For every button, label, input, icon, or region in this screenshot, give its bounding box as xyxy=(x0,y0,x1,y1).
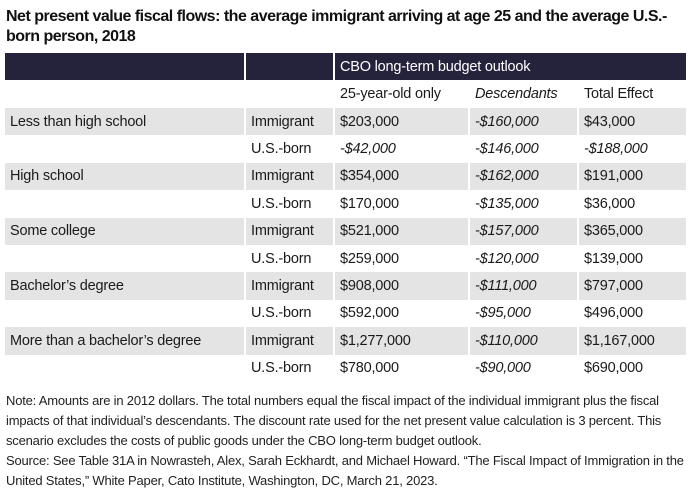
only-cell: $592,000 xyxy=(335,299,468,328)
group-cell: Immigrant xyxy=(246,272,333,300)
header-blank-cell xyxy=(5,53,244,80)
education-cell xyxy=(5,135,244,163)
group-cell: Immigrant xyxy=(246,108,333,136)
only-cell: $521,000 xyxy=(335,217,468,245)
descendants-cell: -$90,000 xyxy=(470,354,577,382)
descendants-cell: -$157,000 xyxy=(470,217,577,245)
column-header-descendants: Descendants xyxy=(470,80,577,108)
education-cell: More than a bachelor’s degree xyxy=(5,327,244,355)
group-cell: U.S.-born xyxy=(246,354,333,382)
total-cell: $43,000 xyxy=(579,108,686,136)
education-cell: Less than high school xyxy=(5,108,244,136)
table-notes: Note: Amounts are in 2012 dollars. The t… xyxy=(6,391,696,491)
group-cell: U.S.-born xyxy=(246,190,333,218)
subheader-blank-cell xyxy=(5,80,244,108)
only-cell: $1,277,000 xyxy=(335,327,468,355)
total-cell: $191,000 xyxy=(579,162,686,191)
table-row: U.S.-born $592,000 -$95,000 $496,000 xyxy=(5,299,686,328)
total-cell: $139,000 xyxy=(579,244,686,273)
only-cell: $203,000 xyxy=(335,108,468,136)
only-cell: -$42,000 xyxy=(335,135,468,163)
group-cell: U.S.-born xyxy=(246,299,333,328)
only-cell: $908,000 xyxy=(335,272,468,300)
group-cell: Immigrant xyxy=(246,327,333,355)
table-row: Some college Immigrant $521,000 -$157,000 $3… xyxy=(5,217,686,245)
only-cell: $259,000 xyxy=(335,244,468,273)
group-cell: U.S.-born xyxy=(246,135,333,163)
group-cell: U.S.-born xyxy=(246,244,333,273)
header-blank-cell xyxy=(246,53,333,80)
total-cell: -$188,000 xyxy=(579,135,686,163)
descendants-cell: -$162,000 xyxy=(470,162,577,191)
total-cell: $36,000 xyxy=(579,190,686,218)
descendants-cell: -$146,000 xyxy=(470,135,577,163)
education-cell: Bachelor’s degree xyxy=(5,272,244,300)
subheader-row: 25-year-old only Descendants Total Effec… xyxy=(5,80,686,108)
table-row: High school Immigrant $354,000 -$162,000 $19… xyxy=(5,162,686,191)
subheader-blank-cell xyxy=(246,80,333,108)
column-header-total: Total Effect xyxy=(579,80,686,108)
descendants-cell: -$110,000 xyxy=(470,327,577,355)
table-row: U.S.-born $259,000 -$120,000 $139,000 xyxy=(5,244,686,273)
table-row: U.S.-born $780,000 -$90,000 $690,000 xyxy=(5,354,686,382)
table-row: More than a bachelor’s degree Immigrant $1… xyxy=(5,327,686,355)
table-title: Net present value fiscal flows: the aver… xyxy=(6,8,667,45)
total-cell: $690,000 xyxy=(579,354,686,382)
source-text: Source: See Table 31A in Nowrasteh, Alex… xyxy=(6,453,684,488)
only-cell: $170,000 xyxy=(335,190,468,218)
descendants-cell: -$135,000 xyxy=(470,190,577,218)
total-cell: $496,000 xyxy=(579,299,686,328)
fiscal-flows-table: CBO long-term budget outlook 25-year-old… xyxy=(3,53,688,382)
education-cell xyxy=(5,244,244,273)
only-cell: $780,000 xyxy=(335,354,468,382)
only-cell: $354,000 xyxy=(335,162,468,191)
column-header-only: 25-year-old only xyxy=(335,80,468,108)
descendants-cell: -$160,000 xyxy=(470,108,577,136)
table-row: Bachelor’s degree Immigrant $908,000 -$111,… xyxy=(5,272,686,300)
descendants-cell: -$95,000 xyxy=(470,299,577,328)
header-row: CBO long-term budget outlook xyxy=(5,53,686,80)
note-text: Note: Amounts are in 2012 dollars. The t… xyxy=(6,393,662,448)
group-cell: Immigrant xyxy=(246,162,333,191)
education-cell xyxy=(5,190,244,218)
total-cell: $797,000 xyxy=(579,272,686,300)
table-row: Less than high school Immigrant $203,000 -$… xyxy=(5,108,686,136)
total-cell: $365,000 xyxy=(579,217,686,245)
table-row: U.S.-born -$42,000 -$146,000 -$188,000 xyxy=(5,135,686,163)
education-cell xyxy=(5,354,244,382)
education-cell: High school xyxy=(5,162,244,191)
descendants-cell: -$111,000 xyxy=(470,272,577,300)
total-cell: $1,167,000 xyxy=(579,327,686,355)
group-cell: Immigrant xyxy=(246,217,333,245)
education-cell: Some college xyxy=(5,217,244,245)
table-row: U.S.-born $170,000 -$135,000 $36,000 xyxy=(5,190,686,218)
descendants-cell: -$120,000 xyxy=(470,244,577,273)
education-cell xyxy=(5,299,244,328)
header-group-label: CBO long-term budget outlook xyxy=(335,53,686,80)
